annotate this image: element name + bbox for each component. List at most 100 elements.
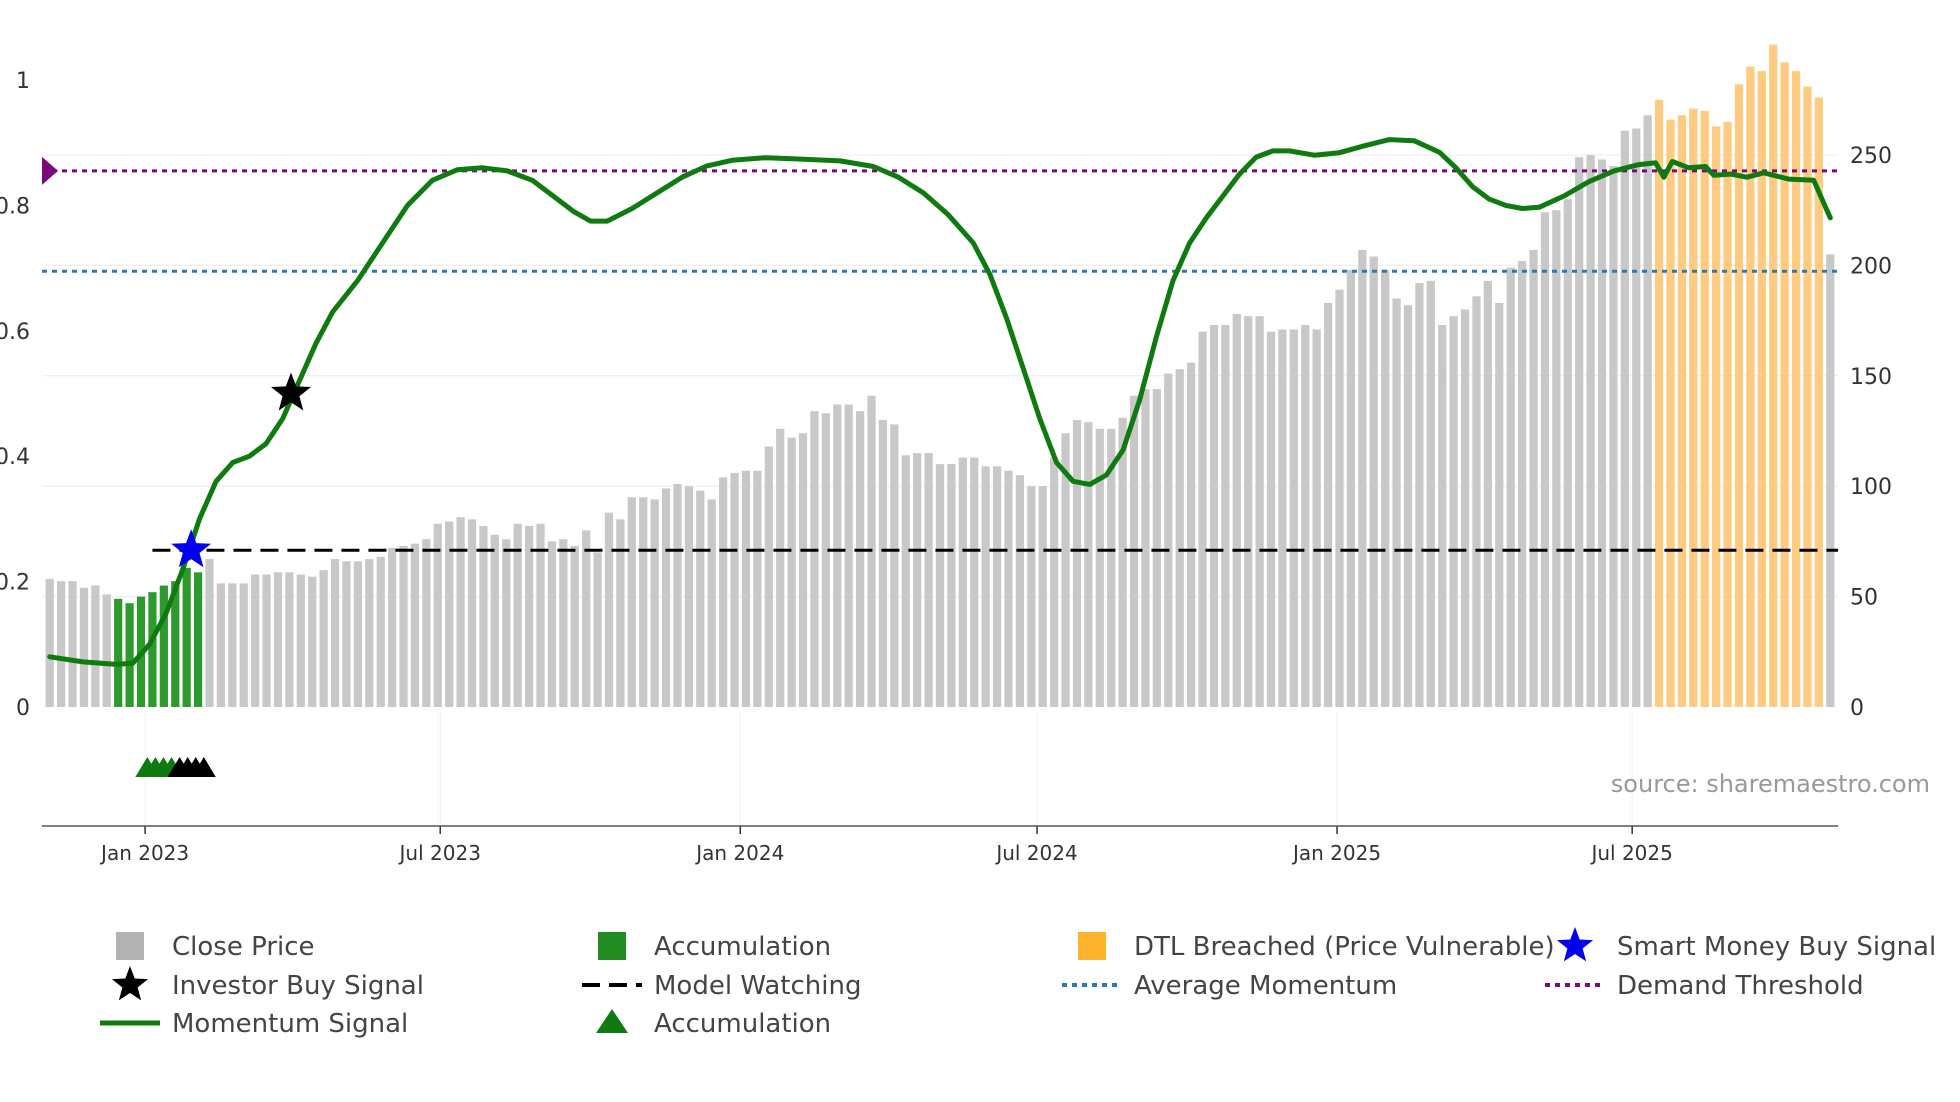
x-tick-label: Jul 2025	[1589, 841, 1672, 865]
close-price-bar	[901, 455, 910, 707]
legend-label: Model Watching	[654, 971, 861, 1001]
left-tick-label: 1	[16, 69, 30, 94]
left-tick-label: 0.2	[0, 571, 30, 596]
legend-item: Accumulation	[596, 1009, 831, 1039]
legend-swatch	[1078, 932, 1106, 960]
accumulation-bar	[193, 572, 203, 707]
right-tick-label: 50	[1850, 586, 1878, 611]
legend-item: Demand Threshold	[1545, 971, 1864, 1001]
close-price-bar	[79, 587, 89, 707]
signal-markers	[135, 372, 311, 777]
legend: Close Price Accumulation DTL Breached (Pri…	[100, 927, 1936, 1039]
bars	[45, 44, 1835, 708]
close-price-bar	[1061, 433, 1070, 707]
close-price-bar	[924, 453, 933, 707]
close-price-bar	[764, 446, 773, 707]
legend-item: Investor Buy Signal	[111, 966, 424, 1001]
close-price-bar	[1004, 470, 1013, 707]
legend-triangle	[596, 1009, 628, 1033]
x-tick-label: Jul 2023	[398, 841, 481, 865]
close-price-bar	[890, 424, 899, 707]
close-price-bar	[1244, 316, 1253, 707]
right-tick-label: 150	[1850, 365, 1892, 390]
close-price-bar	[456, 517, 465, 707]
legend-item: Smart Money Buy Signal	[1556, 927, 1936, 962]
close-price-bar	[798, 433, 808, 707]
legend-label: Accumulation	[654, 932, 831, 962]
close-price-bar	[684, 486, 694, 707]
right-tick-label: 200	[1850, 254, 1892, 279]
watch-triangle	[191, 757, 216, 777]
close-price-bar	[1415, 283, 1424, 707]
legend-swatch	[598, 932, 626, 960]
close-price-bar	[1460, 309, 1470, 707]
legend-label: Close Price	[172, 932, 315, 962]
close-price-bar	[1084, 422, 1093, 707]
close-price-bar	[524, 525, 534, 707]
close-price-bar	[1483, 280, 1492, 707]
accumulation-bar	[148, 592, 157, 707]
close-price-bar	[479, 525, 488, 707]
close-price-bar	[1266, 331, 1276, 707]
dtl-breached-bar	[1780, 62, 1789, 708]
close-price-bar	[970, 457, 979, 707]
close-price-bar	[1438, 325, 1447, 707]
accumulation-bar	[182, 567, 191, 707]
close-price-bar	[490, 534, 499, 707]
close-price-bar	[833, 404, 842, 707]
close-price-bar	[296, 574, 305, 707]
close-price-bar	[1186, 362, 1196, 707]
dtl-breached-bar	[1746, 66, 1755, 708]
close-price-bar	[1072, 419, 1082, 707]
close-price-bar	[1141, 389, 1150, 707]
close-price-bar	[992, 466, 1002, 707]
legend-label: Average Momentum	[1134, 971, 1397, 1001]
close-price-bar	[239, 583, 248, 707]
close-price-bar	[1381, 269, 1390, 707]
left-tick-label: 0	[16, 696, 30, 721]
close-price-bar	[1289, 329, 1298, 707]
right-tick-label: 100	[1850, 475, 1892, 500]
close-price-bar	[981, 466, 990, 707]
close-price-bar	[547, 541, 557, 707]
close-price-bar	[57, 581, 66, 707]
close-price-bar	[1392, 298, 1401, 707]
close-price-bar	[433, 523, 442, 707]
close-price-bar	[1472, 296, 1481, 707]
close-price-bar	[319, 570, 328, 707]
close-price-bar	[1164, 373, 1173, 707]
legend-label: Accumulation	[654, 1009, 831, 1039]
close-price-bar	[1221, 325, 1230, 707]
close-price-bar	[639, 497, 648, 707]
close-price-bar	[1095, 428, 1104, 707]
close-price-bar	[604, 512, 614, 707]
close-price-bar	[1335, 289, 1344, 707]
close-price-bar	[1643, 115, 1652, 708]
close-price-bar	[559, 539, 568, 707]
close-price-bar	[1552, 210, 1561, 707]
close-price-bar	[1620, 130, 1629, 707]
close-price-bar	[1540, 212, 1550, 707]
close-price-bar	[1312, 329, 1321, 707]
close-price-bar	[855, 411, 865, 707]
legend-item: Close Price	[116, 932, 315, 962]
close-price-bar	[1323, 302, 1333, 707]
close-price-bar	[1209, 325, 1219, 707]
close-price-bar	[1426, 280, 1435, 707]
dtl-breached-bar	[1677, 115, 1687, 708]
close-price-bar	[1358, 249, 1367, 707]
dtl-breached-bar	[1712, 126, 1721, 707]
dtl-breached-bar	[1791, 71, 1801, 707]
legend-label: DTL Breached (Price Vulnerable)	[1134, 932, 1555, 962]
close-price-bar	[1015, 475, 1025, 707]
close-price-bar	[1597, 159, 1607, 707]
close-price-bar	[696, 490, 705, 707]
close-price-bar	[285, 572, 294, 707]
close-price-bar	[719, 477, 728, 707]
close-price-bar	[741, 470, 751, 707]
close-price-bar	[935, 464, 945, 707]
axes: Jan 2023 Jul 2023 Jan 2024 Jul 2024 Jan 2025…	[0, 69, 1892, 865]
close-price-bar	[1529, 249, 1538, 707]
dtl-breached-bar	[1723, 121, 1732, 707]
